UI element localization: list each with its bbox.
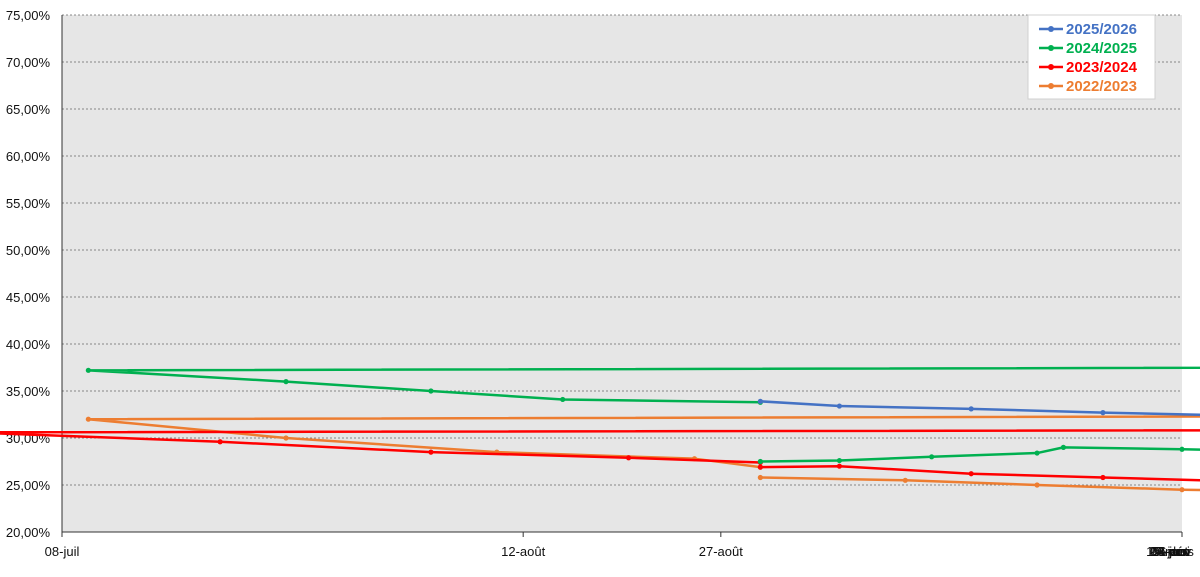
legend-item: 2024/2025 bbox=[1039, 40, 1137, 57]
data-point bbox=[1034, 482, 1040, 488]
data-point bbox=[1100, 410, 1106, 416]
y-tick-label: 60,00% bbox=[6, 149, 51, 164]
legend-item: 2022/2023 bbox=[1039, 78, 1137, 95]
data-point bbox=[968, 471, 974, 477]
data-point bbox=[968, 406, 974, 412]
legend-marker bbox=[1048, 26, 1054, 32]
legend-item: 2023/2024 bbox=[1039, 59, 1138, 76]
data-point bbox=[217, 439, 223, 445]
x-tick-label: 05-déc bbox=[1150, 544, 1190, 559]
plot-area bbox=[62, 15, 1182, 532]
data-point bbox=[560, 396, 566, 403]
x-tick-label: 16-oct bbox=[1152, 544, 1189, 559]
legend-label: 2025/2026 bbox=[1066, 21, 1137, 38]
data-point bbox=[1179, 446, 1185, 452]
data-point bbox=[757, 398, 763, 404]
data-point bbox=[85, 367, 91, 373]
y-tick-label: 55,00% bbox=[6, 196, 51, 211]
legend-item: 2025/2026 bbox=[1039, 21, 1137, 38]
y-tick-label: 35,00% bbox=[6, 384, 51, 399]
y-tick-label: 65,00% bbox=[6, 102, 51, 117]
x-tick-label: 24-janv bbox=[1149, 544, 1192, 559]
data-point bbox=[757, 458, 763, 465]
series-lines bbox=[0, 366, 1200, 493]
legend-marker bbox=[1048, 64, 1054, 70]
x-tick-label: 08-juil bbox=[45, 544, 80, 559]
x-tick-label: 04-mai bbox=[1150, 544, 1190, 559]
data-point bbox=[836, 463, 843, 469]
y-tick-label: 25,00% bbox=[6, 478, 51, 493]
data-point bbox=[836, 403, 843, 409]
data-point bbox=[757, 474, 763, 481]
legend-marker bbox=[1048, 83, 1054, 89]
data-point bbox=[757, 464, 763, 470]
legend: 2025/2026 2024/2025 2023/2024 2022/2023 bbox=[1027, 14, 1156, 100]
legend-marker bbox=[1048, 45, 1054, 51]
y-tick-label: 75,00% bbox=[6, 8, 51, 23]
data-point bbox=[428, 388, 434, 394]
grid-lines bbox=[62, 14, 1182, 486]
series-2025-2026 bbox=[757, 398, 1200, 416]
data-point bbox=[625, 455, 632, 461]
data-point bbox=[428, 449, 434, 455]
data-point bbox=[283, 435, 289, 441]
data-point bbox=[1100, 474, 1106, 481]
data-point bbox=[85, 416, 91, 422]
data-point bbox=[836, 457, 843, 464]
legend-label: 2023/2024 bbox=[1066, 59, 1138, 76]
data-point bbox=[1179, 487, 1185, 493]
y-tick-label: 70,00% bbox=[6, 55, 51, 70]
y-tick-label: 50,00% bbox=[6, 243, 51, 258]
data-point bbox=[902, 477, 908, 483]
data-point bbox=[1060, 444, 1067, 450]
legend-label: 2022/2023 bbox=[1066, 78, 1137, 95]
x-tick-label: 23-juin bbox=[1150, 544, 1189, 559]
x-tick-label: 27-août bbox=[699, 544, 743, 559]
data-point bbox=[929, 454, 935, 460]
axes bbox=[61, 15, 1182, 533]
legend-label: 2024/2025 bbox=[1066, 40, 1137, 57]
x-tick-label: 15-mars bbox=[1146, 544, 1194, 559]
y-tick-label: 20,00% bbox=[6, 525, 51, 540]
y-tick-labels: 20,00%25,00%30,00%35,00%40,00%45,00%50,0… bbox=[6, 8, 51, 540]
data-point bbox=[283, 379, 289, 385]
y-tick-label: 45,00% bbox=[6, 290, 51, 305]
data-point bbox=[1034, 450, 1040, 456]
x-tick-label: 12-août bbox=[501, 544, 545, 559]
x-tick-labels: 08-juil 27-août 16-oct05-déc24-janv15-mars… bbox=[45, 532, 1194, 559]
y-tick-label: 40,00% bbox=[6, 337, 51, 352]
x-tick-label: 01-oct bbox=[1152, 544, 1189, 559]
